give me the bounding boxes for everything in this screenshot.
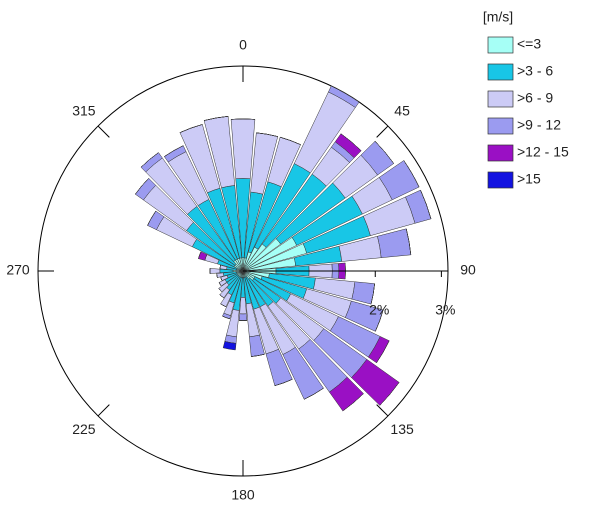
legend-swatch [488,118,513,134]
legend-swatch [488,91,513,107]
angle-tick [98,405,109,416]
angle-label: 45 [394,103,410,119]
angle-label: 315 [72,103,96,119]
legend-title: [m/s] [483,9,513,25]
wedge [240,297,247,314]
angle-label: 90 [460,262,476,278]
legend-label: <=3 [517,36,541,52]
legend-label: >15 [517,171,541,187]
angle-tick [377,405,388,416]
legend-label: >3 - 6 [517,63,553,79]
radial-tick-label: 3% [435,302,455,318]
angle-label: 225 [72,421,96,437]
legend-swatch [488,64,513,80]
wedge [377,229,410,258]
wedge [239,314,247,321]
angle-label: 0 [239,37,247,53]
legend-label: >12 - 15 [517,144,569,160]
angle-tick [377,126,388,137]
wedge [210,268,220,273]
legend-label: >9 - 12 [517,117,561,133]
legend-swatch [488,172,513,188]
wedge [231,119,255,179]
legend-label: >6 - 9 [517,90,553,106]
radial-tick-label: 2% [369,302,389,318]
legend-swatch [488,37,513,53]
angle-label: 180 [231,487,255,503]
angle-label: 135 [390,421,414,437]
angle-tick [98,126,109,137]
legend-swatch [488,145,513,161]
angle-label: 270 [6,262,30,278]
